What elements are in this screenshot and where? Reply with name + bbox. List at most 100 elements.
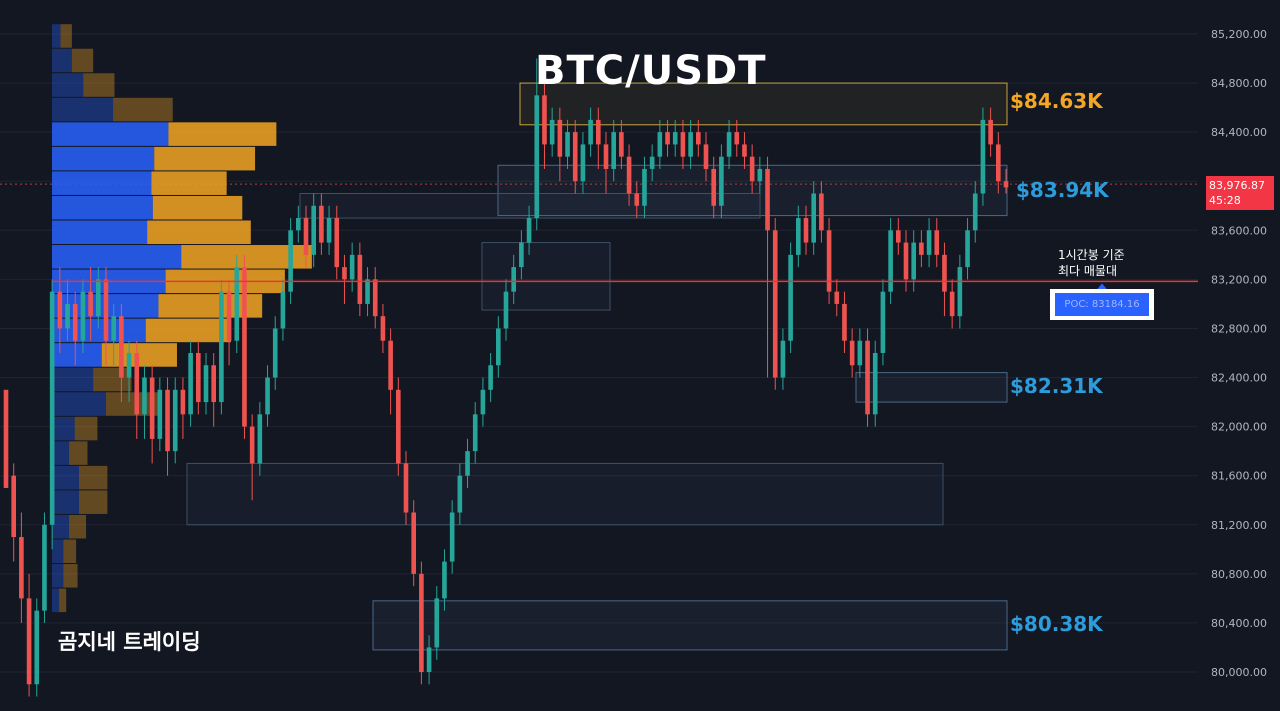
candle-body <box>688 132 693 157</box>
y-tick-label: 85,200.00 <box>1211 28 1267 41</box>
candle-body <box>296 218 301 231</box>
candle-body <box>311 205 316 255</box>
candle-body <box>411 512 416 574</box>
vp-bar-down <box>151 171 227 195</box>
candle-body <box>565 132 570 157</box>
candle-body <box>434 598 440 648</box>
candle-body <box>249 426 255 464</box>
zone-label-84630: $84.63K <box>1010 89 1103 113</box>
candle-body <box>665 132 670 145</box>
candle-body <box>726 132 732 157</box>
candle-body <box>111 316 116 341</box>
candle-body <box>711 168 716 206</box>
candle-body <box>734 132 740 145</box>
candle-body <box>488 365 493 390</box>
vp-bar-up <box>52 490 79 514</box>
candle-body <box>657 132 663 157</box>
candle-body <box>696 132 701 145</box>
vp-bar-down <box>63 564 78 588</box>
vp-bar-up <box>52 73 84 97</box>
candle-body <box>588 119 593 145</box>
candle-body <box>242 267 247 427</box>
candle-body <box>96 279 101 317</box>
watermark-text: 곰지네 트레이딩 <box>58 630 201 654</box>
candle-body <box>196 353 201 403</box>
candle-body <box>472 414 478 452</box>
candle-body <box>765 168 770 231</box>
vp-bar-up <box>52 48 72 73</box>
candle-body <box>749 156 755 182</box>
candle-body <box>626 156 632 194</box>
vp-bar-up <box>52 122 169 146</box>
y-tick-label: 84,800.00 <box>1211 77 1267 90</box>
candle-body <box>457 475 463 513</box>
candle-body <box>219 291 224 403</box>
candle-body <box>642 168 647 206</box>
candle-body <box>203 365 209 403</box>
candle-body <box>65 303 70 329</box>
candle-body <box>380 316 386 341</box>
candle-body <box>88 291 93 317</box>
last-price-tag: 83,976.87 45:28 <box>1206 176 1274 210</box>
candle-body <box>80 291 86 341</box>
y-tick-label: 82,400.00 <box>1211 372 1267 385</box>
y-tick-label: 84,400.00 <box>1211 126 1267 139</box>
candle-body <box>865 340 870 415</box>
candle-body <box>403 463 409 513</box>
candle-body <box>980 119 986 194</box>
candle-body <box>580 144 586 182</box>
vp-bar-down <box>69 441 88 465</box>
candle-body <box>834 291 840 304</box>
vp-bar-down <box>152 195 243 220</box>
candle-body <box>19 537 24 599</box>
zone-label-83940: $83.94K <box>1016 178 1109 202</box>
vp-bar-down <box>63 539 77 564</box>
vp-bar-up <box>52 465 79 490</box>
candle-body <box>265 377 270 415</box>
vp-bar-up <box>52 343 102 367</box>
candle-body <box>526 218 532 243</box>
candle-body <box>180 389 186 415</box>
candle-body <box>226 291 232 341</box>
y-tick-label: 83,200.00 <box>1211 273 1267 286</box>
zone-label-80380: $80.38K <box>1010 612 1103 636</box>
candle-body <box>257 414 263 464</box>
candle-body <box>442 561 447 599</box>
poc-line <box>52 280 1198 290</box>
candle-body <box>372 279 378 317</box>
candle-body <box>288 230 293 292</box>
candle-body <box>649 156 655 169</box>
candle-body <box>357 254 363 304</box>
y-tick-label: 81,200.00 <box>1211 519 1267 532</box>
vp-bar-up <box>52 392 106 416</box>
poc-label-box: POC: 83184.16 <box>1050 289 1154 320</box>
poc-label: POC: 83184.16 <box>1055 293 1149 316</box>
candle-body <box>211 365 216 403</box>
last-price-value: 83,976.87 <box>1209 179 1265 192</box>
candle-body <box>842 303 847 341</box>
candle-body <box>465 451 470 476</box>
candle-body <box>519 242 524 268</box>
candle-body <box>557 119 563 157</box>
chart-title: BTC/USDT <box>535 48 767 94</box>
candle-body <box>880 291 886 353</box>
vp-bar-down <box>154 146 256 171</box>
candle-body <box>1003 181 1009 188</box>
vp-bar-up <box>52 195 153 220</box>
vp-bar-up <box>52 416 75 441</box>
candle-body <box>972 193 978 231</box>
candle-body <box>503 291 509 329</box>
vp-bar-down <box>74 416 98 441</box>
candle-body <box>549 119 555 145</box>
candle-body <box>72 303 78 341</box>
candle-body <box>942 254 947 292</box>
candle-body <box>957 267 963 317</box>
candle-body <box>496 328 501 366</box>
y-tick-label: 83,600.00 <box>1211 224 1267 237</box>
candle-body <box>780 340 786 378</box>
y-tick-label: 82,800.00 <box>1211 322 1267 335</box>
candle-body <box>888 230 893 292</box>
zone-label-82310: $82.31K <box>1010 374 1103 398</box>
candle-body <box>949 291 955 317</box>
